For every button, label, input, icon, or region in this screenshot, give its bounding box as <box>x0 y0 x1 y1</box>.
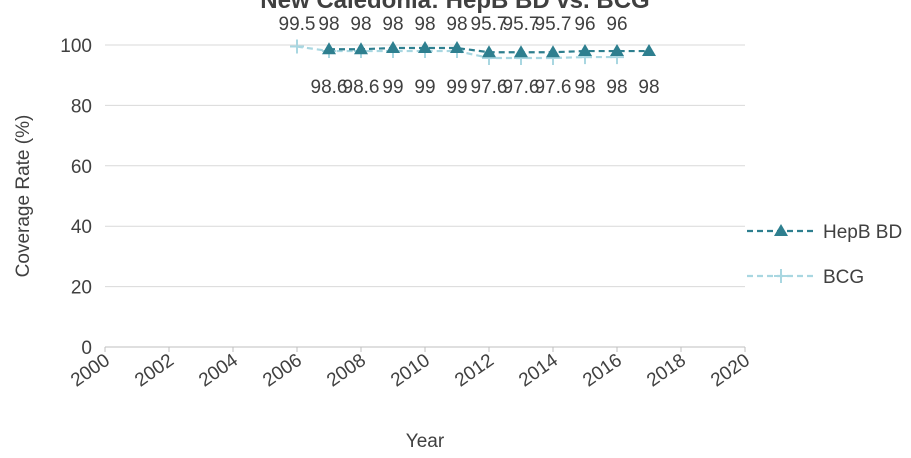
data-label: 98 <box>350 14 371 35</box>
data-label: 95.7 <box>535 14 572 35</box>
marker-triangle <box>642 44 656 57</box>
data-label: 98 <box>414 14 435 35</box>
data-label: 99 <box>446 77 467 98</box>
marker-triangle <box>386 41 400 54</box>
x-tick-label: 2020 <box>707 350 754 391</box>
marker-triangle <box>418 41 432 54</box>
data-label: 98 <box>606 77 627 98</box>
marker-triangle <box>514 45 528 58</box>
data-label: 98.6 <box>343 77 380 98</box>
legend-label: BCG <box>823 267 864 288</box>
y-tick-label: 20 <box>71 278 92 299</box>
marker-triangle <box>322 42 336 55</box>
x-tick-label: 2014 <box>515 350 562 392</box>
marker-triangle <box>450 41 464 54</box>
marker-triangle <box>610 44 624 57</box>
legend-item: HepB BD <box>747 222 902 243</box>
data-label: 95.7 <box>471 14 508 35</box>
x-tick-label: 2010 <box>387 350 434 391</box>
data-label: 95.7 <box>503 14 540 35</box>
data-label: 98 <box>382 14 403 35</box>
y-tick-label: 100 <box>60 36 92 57</box>
x-tick-label: 2004 <box>195 350 242 392</box>
x-axis-label: Year <box>406 431 445 452</box>
data-label: 98 <box>638 77 659 98</box>
y-tick-label: 60 <box>71 157 92 178</box>
data-label: 96 <box>574 14 595 35</box>
marker-triangle <box>546 45 560 58</box>
series-hepb-bd <box>322 41 656 58</box>
data-label: 99.5 <box>279 14 316 35</box>
y-tick-label: 80 <box>71 96 92 117</box>
marker-triangle <box>354 42 368 55</box>
marker-triangle <box>774 224 788 236</box>
data-label: 98 <box>318 14 339 35</box>
x-tick-label: 2018 <box>643 350 690 391</box>
legend: HepB BD BCG <box>747 222 902 288</box>
x-tick-label: 2016 <box>579 350 626 391</box>
data-label: 99 <box>414 77 435 98</box>
legend-label: HepB BD <box>823 222 902 243</box>
x-tick-label: 2006 <box>259 350 306 391</box>
data-label: 96 <box>606 14 627 35</box>
marker-plus <box>774 269 788 283</box>
y-tick-label: 40 <box>71 217 92 238</box>
series-lines <box>290 39 656 65</box>
marker-triangle <box>578 44 592 57</box>
data-label: 99 <box>382 77 403 98</box>
marker-plus <box>290 39 304 54</box>
chart-title: New Caledonia: HepB BD vs. BCG <box>260 0 649 14</box>
data-label: 98 <box>574 77 595 98</box>
x-tick-label: 2002 <box>131 350 178 391</box>
data-label: 97.6 <box>503 77 540 98</box>
marker-triangle <box>482 45 496 58</box>
x-tick-label: 2008 <box>323 350 370 391</box>
x-tick-label: 2012 <box>451 350 498 391</box>
data-label: 98 <box>446 14 467 35</box>
y-axis-label: Coverage Rate (%) <box>13 115 34 278</box>
data-label: 97.6 <box>471 77 508 98</box>
data-label: 98.6 <box>311 77 348 98</box>
y-tick-label: 0 <box>81 338 92 359</box>
data-label: 97.6 <box>535 77 572 98</box>
legend-item: BCG <box>747 267 864 288</box>
